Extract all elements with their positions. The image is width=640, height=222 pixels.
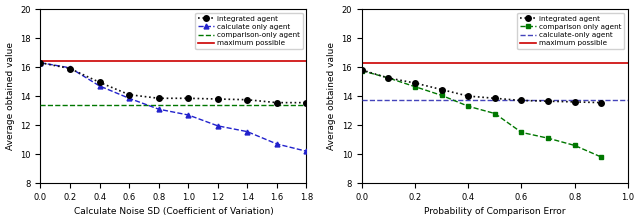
integrated agent (544, 100, 552, 103)
Y-axis label: Average obtained value: Average obtained value (6, 42, 15, 150)
integrated agent (36, 61, 44, 64)
comparison only agent (385, 77, 392, 79)
X-axis label: Probability of Comparison Error: Probability of Comparison Error (424, 207, 566, 216)
Legend: integrated agent, comparison only agent, calculate-only agent, maximum possible: integrated agent, comparison only agent,… (517, 13, 624, 49)
maximum possible (36, 59, 44, 62)
calculate only agent (273, 143, 281, 145)
integrated agent (155, 97, 163, 100)
integrated agent (438, 88, 445, 91)
calculate only agent (155, 108, 163, 111)
calculate only agent (36, 61, 44, 64)
comparison only agent (491, 112, 499, 115)
X-axis label: Calculate Noise SD (Coefficient of Variation): Calculate Noise SD (Coefficient of Varia… (74, 207, 273, 216)
integrated agent (598, 101, 605, 104)
integrated agent (273, 101, 281, 104)
Line: calculate only agent: calculate only agent (38, 60, 309, 154)
comparison only agent (438, 94, 445, 97)
integrated agent (412, 82, 419, 84)
calculate only agent (214, 125, 221, 127)
integrated agent (66, 67, 74, 70)
calculate only agent (243, 130, 251, 133)
integrated agent (125, 93, 133, 96)
Line: integrated agent: integrated agent (38, 60, 309, 105)
calculate only agent (96, 85, 104, 87)
integrated agent (184, 97, 192, 100)
integrated agent (571, 101, 579, 103)
integrated agent (358, 69, 365, 71)
integrated agent (303, 101, 310, 104)
calculate only agent (125, 97, 133, 100)
Legend: integrated agent, calculate only agent, comparison-only agent, maximum possible: integrated agent, calculate only agent, … (195, 13, 303, 49)
Line: comparison only agent: comparison only agent (360, 68, 604, 159)
maximum possible (184, 59, 192, 62)
comparison only agent (465, 105, 472, 108)
comparison-only agent (36, 103, 44, 106)
Y-axis label: Average obtained value: Average obtained value (327, 42, 336, 150)
comparison only agent (518, 131, 525, 134)
integrated agent (491, 97, 499, 100)
comparison-only agent (184, 103, 192, 106)
integrated agent (243, 98, 251, 101)
integrated agent (214, 98, 221, 100)
integrated agent (465, 95, 472, 97)
calculate only agent (184, 114, 192, 116)
calculate only agent (303, 150, 310, 153)
comparison only agent (412, 85, 419, 88)
comparison only agent (358, 69, 365, 72)
integrated agent (96, 81, 104, 84)
Line: integrated agent: integrated agent (359, 67, 604, 105)
comparison only agent (544, 137, 552, 139)
calculate only agent (66, 66, 74, 69)
integrated agent (385, 77, 392, 79)
comparison only agent (598, 156, 605, 158)
integrated agent (518, 99, 525, 102)
comparison only agent (571, 144, 579, 147)
